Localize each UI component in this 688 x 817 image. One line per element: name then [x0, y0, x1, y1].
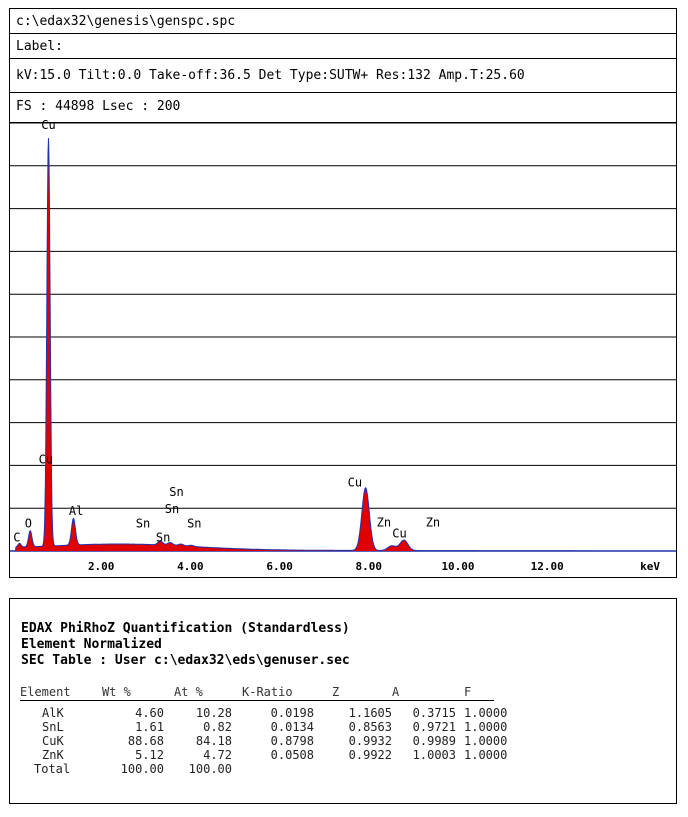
peak-label: Cu — [392, 527, 406, 541]
peak-label: Cu — [41, 118, 55, 132]
spectrum-series — [12, 138, 668, 552]
peak-label: Sn — [169, 485, 183, 499]
x-tick-label: 6.00 — [266, 560, 293, 573]
sec-table-path: SEC Table : User c:\edax32\eds\genuser.s… — [21, 653, 350, 668]
quantification-panel: EDAX PhiRhoZ Quantification (Standardles… — [9, 598, 677, 804]
peak-label: Sn — [165, 502, 179, 516]
col-a: A — [392, 685, 400, 699]
acquisition-params: kV:15.0 Tilt:0.0 Take-off:36.5 Det Type:… — [10, 59, 676, 93]
table-row: CuK 88.68 84.18 0.8798 0.9932 0.9989 1.0… — [42, 734, 508, 748]
table-header-rule — [20, 700, 494, 701]
col-z: Z — [332, 685, 340, 699]
peak-label: Al — [69, 504, 83, 518]
x-tick-label: 8.00 — [356, 560, 383, 573]
x-axis-unit: keV — [640, 560, 660, 573]
peak-label: Sn — [136, 516, 150, 530]
peak-label: Sn — [187, 516, 201, 530]
x-tick-label: 4.00 — [177, 560, 204, 573]
table-header-row: Element Wt % At % K-Ratio Z A F — [20, 685, 507, 700]
quant-table: Element Wt % At % K-Ratio Z A F AlK 4.60… — [20, 685, 507, 776]
col-at: At % — [174, 685, 203, 699]
peak-label: Sn — [156, 531, 170, 545]
peak-label: Zn — [377, 515, 391, 529]
peak-label: O — [25, 516, 32, 530]
spectrum-outline — [12, 138, 668, 552]
x-tick-label: 10.00 — [441, 560, 474, 573]
col-k-ratio: K-Ratio — [242, 685, 293, 699]
x-axis-ticks: 2.00 4.00 6.00 8.00 10.00 12.00 — [88, 560, 564, 573]
file-path: c:\edax32\genesis\genspc.spc — [10, 9, 676, 34]
table-row: SnL 1.61 0.82 0.0134 0.8563 0.9721 1.000… — [42, 720, 508, 734]
peak-label: Cu — [348, 475, 362, 489]
table-row: AlK 4.60 10.28 0.0198 1.1605 0.3715 1.00… — [42, 706, 508, 720]
col-wt: Wt % — [102, 685, 131, 699]
label-field: Label: — [10, 34, 676, 59]
x-tick-label: 12.00 — [531, 560, 564, 573]
quant-title: EDAX PhiRhoZ Quantification (Standardles… — [21, 621, 350, 636]
x-tick-label: 2.00 — [88, 560, 115, 573]
col-f: F — [464, 685, 472, 699]
quant-subtitle: Element Normalized — [21, 637, 162, 652]
peak-label: Zn — [426, 515, 440, 529]
table-row: ZnK 5.12 4.72 0.0508 0.9922 1.0003 1.000… — [42, 748, 508, 762]
col-element: Element — [20, 685, 71, 699]
grid-lines — [10, 122, 676, 552]
spectrum-area — [12, 138, 668, 551]
spectrum-panel: c:\edax32\genesis\genspc.spc Label: kV:1… — [9, 8, 677, 578]
peak-label: Cu — [39, 453, 53, 467]
table-total-row: Total 100.00 100.00 — [34, 762, 232, 776]
peak-label: C — [13, 531, 20, 545]
